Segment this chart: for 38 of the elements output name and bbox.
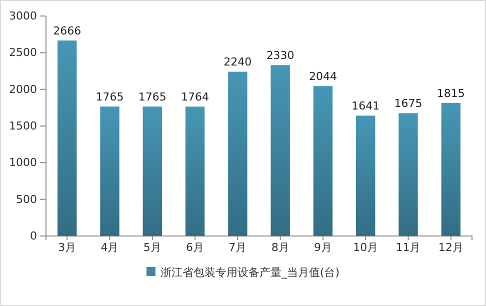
- x-tick-label: 3月: [58, 240, 76, 254]
- bar: [398, 113, 418, 236]
- x-tick-label: 4月: [100, 240, 119, 254]
- data-label: 2666: [53, 24, 82, 38]
- y-tick-label: 1500: [9, 120, 37, 133]
- bar: [356, 116, 376, 236]
- y-tick-label: 3000: [9, 10, 37, 23]
- bar: [270, 65, 290, 236]
- data-label: 2330: [266, 49, 294, 62]
- data-label: 1765: [96, 90, 124, 104]
- data-label: 1815: [436, 86, 465, 100]
- bar: [100, 106, 120, 236]
- y-tick-label: 2000: [9, 82, 37, 96]
- y-tick-label: 1000: [9, 156, 37, 170]
- x-tick-label: 7月: [228, 240, 247, 254]
- bar: [441, 102, 460, 236]
- data-label: 2044: [308, 70, 337, 84]
- x-tick-label: 11月: [396, 240, 421, 254]
- bar: [58, 40, 77, 236]
- x-tick-label: 12月: [438, 240, 464, 254]
- bar: [142, 106, 162, 236]
- data-label: 1675: [394, 97, 422, 110]
- x-tick-label: 9月: [314, 240, 332, 254]
- data-label: 1765: [138, 90, 166, 104]
- legend-label: 浙江省包装专用设备产量_当月值(台): [160, 266, 340, 279]
- bar: [185, 106, 205, 236]
- bar: [313, 86, 333, 236]
- data-label: 1764: [181, 90, 210, 104]
- data-label: 1641: [352, 100, 380, 113]
- data-label: 2240: [224, 56, 252, 69]
- y-tick-label: 2500: [9, 46, 37, 60]
- x-tick-label: 10月: [353, 240, 378, 254]
- x-tick-label: 8月: [271, 240, 290, 254]
- x-tick-label: 6月: [186, 240, 204, 254]
- x-tick-label: 5月: [143, 240, 162, 254]
- y-tick-label: 500: [16, 192, 37, 206]
- y-tick-label: 0: [30, 230, 37, 243]
- bar: [228, 72, 248, 236]
